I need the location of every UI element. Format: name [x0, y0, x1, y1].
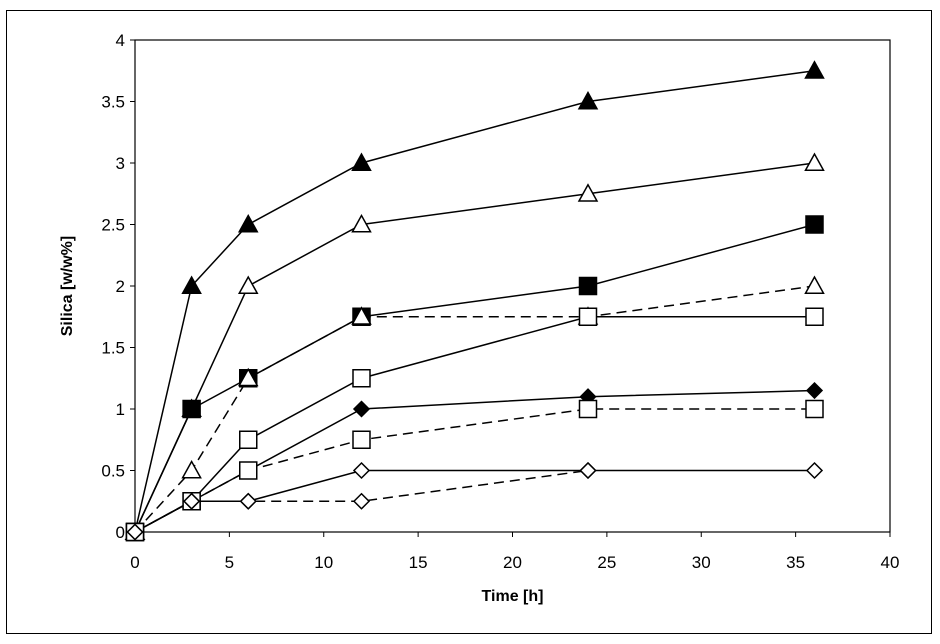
series-line-3 [134, 223, 815, 533]
y-tick-label: 4 [116, 31, 125, 50]
y-tick-label: 2.5 [101, 216, 125, 235]
x-tick-label: 35 [786, 553, 805, 572]
data-point-s1-triangle [237, 213, 259, 233]
y-tick-label: 1 [116, 400, 125, 419]
data-point-s4-triangle [181, 459, 202, 479]
data-point-s1-triangle [577, 90, 599, 110]
y-tick-label: 0 [116, 523, 125, 542]
data-point-s6-diamond [352, 400, 371, 418]
y-tick-label: 1.5 [101, 339, 125, 358]
y-tick-label: 3 [116, 154, 125, 173]
data-point-s1-triangle [804, 60, 825, 79]
data-point-s1-triangle [351, 152, 372, 171]
x-tick-label: 10 [314, 553, 333, 572]
series-line-1 [134, 70, 815, 533]
series-markers [124, 60, 825, 542]
data-point-s6-diamond [805, 381, 824, 400]
data-point-s7-square [805, 399, 824, 419]
data-point-s1-triangle [181, 275, 202, 294]
data-point-s8-diamond [352, 461, 371, 480]
data-point-s7-square [352, 430, 371, 449]
axes: 00.511.522.533.540 5 10 15 20 25 30 35 40 [101, 31, 899, 572]
y-tick-label: 2 [116, 277, 125, 296]
x-tick-label: 25 [597, 553, 616, 572]
x-tick-label: 40 [881, 553, 900, 572]
data-point-s2-triangle [577, 183, 599, 202]
y-axis-label: Silica [w/w%] [59, 236, 76, 336]
x-tick-label: 20 [503, 553, 522, 572]
x-axis-label: Time [h] [482, 588, 544, 605]
data-point-s9-diamond [183, 492, 201, 510]
data-point-s4-triangle [804, 275, 825, 294]
data-point-s5-square [352, 369, 371, 388]
chart-frame [6, 10, 932, 634]
data-point-s7-square [578, 399, 598, 419]
data-point-s7-square [239, 461, 258, 480]
data-point-s4-triangle [351, 306, 372, 325]
data-point-s3-square [805, 215, 824, 234]
x-tick-label: 30 [692, 553, 711, 572]
data-point-s2-triangle [237, 275, 259, 294]
y-tick-label: 3.5 [101, 93, 125, 112]
series-lines [134, 70, 815, 533]
data-point-s5-square [805, 307, 824, 326]
data-point-s4-triangle [237, 367, 259, 387]
data-point-s2-triangle [804, 152, 825, 171]
data-point-s5-square [239, 430, 258, 449]
data-point-s3-square [578, 276, 598, 296]
y-tick-label: 0.5 [101, 462, 125, 481]
x-tick-label: 0 [130, 553, 139, 572]
data-point-s9-diamond [126, 523, 144, 541]
data-point-s3-square [182, 399, 201, 419]
data-point-s2-triangle [351, 213, 372, 233]
series-line-8 [134, 469, 815, 533]
data-point-s9-diamond [579, 461, 597, 480]
series-line-6 [134, 389, 815, 533]
data-point-s8-diamond [805, 461, 824, 480]
data-point-s5-square [578, 307, 598, 326]
data-point-s9-diamond [239, 492, 257, 510]
x-tick-label: 5 [225, 553, 234, 572]
data-point-s9-diamond [352, 492, 371, 510]
series-line-4 [134, 285, 815, 533]
x-tick-label: 15 [409, 553, 428, 572]
